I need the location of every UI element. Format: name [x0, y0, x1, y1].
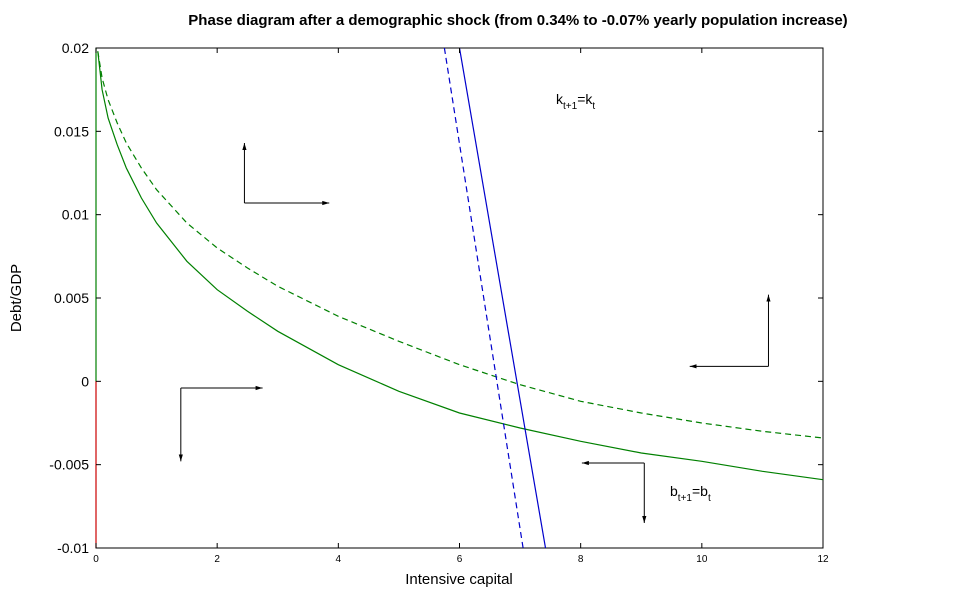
- axis-ticks: 0 2 4 6 8 10 12 0.02 0.015 0.01 0.005 0 -0.005 -0.01: [49, 40, 829, 565]
- x-tick-label: 4: [336, 554, 342, 565]
- y-tick-label: 0.01: [62, 207, 89, 223]
- y-tick-label: 0.02: [62, 40, 89, 56]
- series-line-1: [97, 51, 824, 439]
- x-tick-label: 10: [696, 554, 708, 565]
- y-tick-label: 0: [81, 373, 89, 389]
- plot-frame: [95, 47, 824, 549]
- b-label-sub: t+1: [678, 493, 693, 504]
- k-label-sub: t+1: [563, 101, 578, 112]
- series-layer: [95, 47, 824, 549]
- k-label-base: k: [556, 91, 564, 107]
- x-tick-label: 6: [457, 554, 463, 565]
- phase-arrows: [178, 143, 771, 523]
- plot-area: [95, 47, 824, 549]
- y-tick-label: 0.015: [54, 123, 89, 139]
- b-label-mid: =b: [692, 483, 708, 499]
- x-axis-label: Intensive capital: [405, 571, 513, 588]
- y-tick-label: -0.01: [57, 540, 89, 556]
- y-axis-label: Debt/GDP: [8, 264, 25, 332]
- b-label-base: b: [670, 483, 678, 499]
- y-tick-label: -0.005: [49, 457, 89, 473]
- k-label-mid: =k: [577, 91, 593, 107]
- x-tick-label: 2: [214, 554, 220, 565]
- chart-title: Phase diagram after a demographic shock …: [188, 12, 847, 29]
- k-nullcline-label: kt+1=kt: [556, 91, 595, 112]
- y-tick-label: 0.005: [54, 290, 89, 306]
- series-line-3: [443, 47, 524, 549]
- x-tick-label: 8: [578, 554, 584, 565]
- x-tick-label: 12: [817, 554, 829, 565]
- series-line-2: [458, 47, 547, 549]
- series-line-0: [97, 51, 824, 481]
- b-label-sub2: t: [708, 493, 711, 504]
- k-label-sub2: t: [592, 101, 595, 112]
- x-tick-label: 0: [93, 554, 99, 565]
- b-nullcline-label: bt+1=bt: [670, 483, 711, 504]
